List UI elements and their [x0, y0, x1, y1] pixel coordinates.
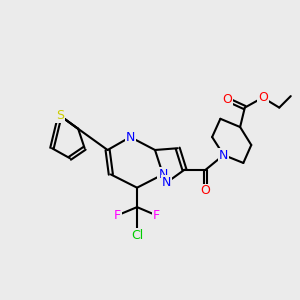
Text: N: N	[219, 148, 228, 161]
Text: N: N	[162, 176, 171, 189]
Text: Cl: Cl	[131, 229, 143, 242]
Text: N: N	[126, 130, 135, 143]
Text: O: O	[258, 91, 268, 104]
Text: N: N	[158, 168, 168, 181]
Text: F: F	[153, 209, 160, 222]
Text: O: O	[222, 93, 232, 106]
Text: S: S	[56, 109, 64, 122]
Text: O: O	[201, 184, 211, 197]
Text: F: F	[114, 209, 121, 222]
